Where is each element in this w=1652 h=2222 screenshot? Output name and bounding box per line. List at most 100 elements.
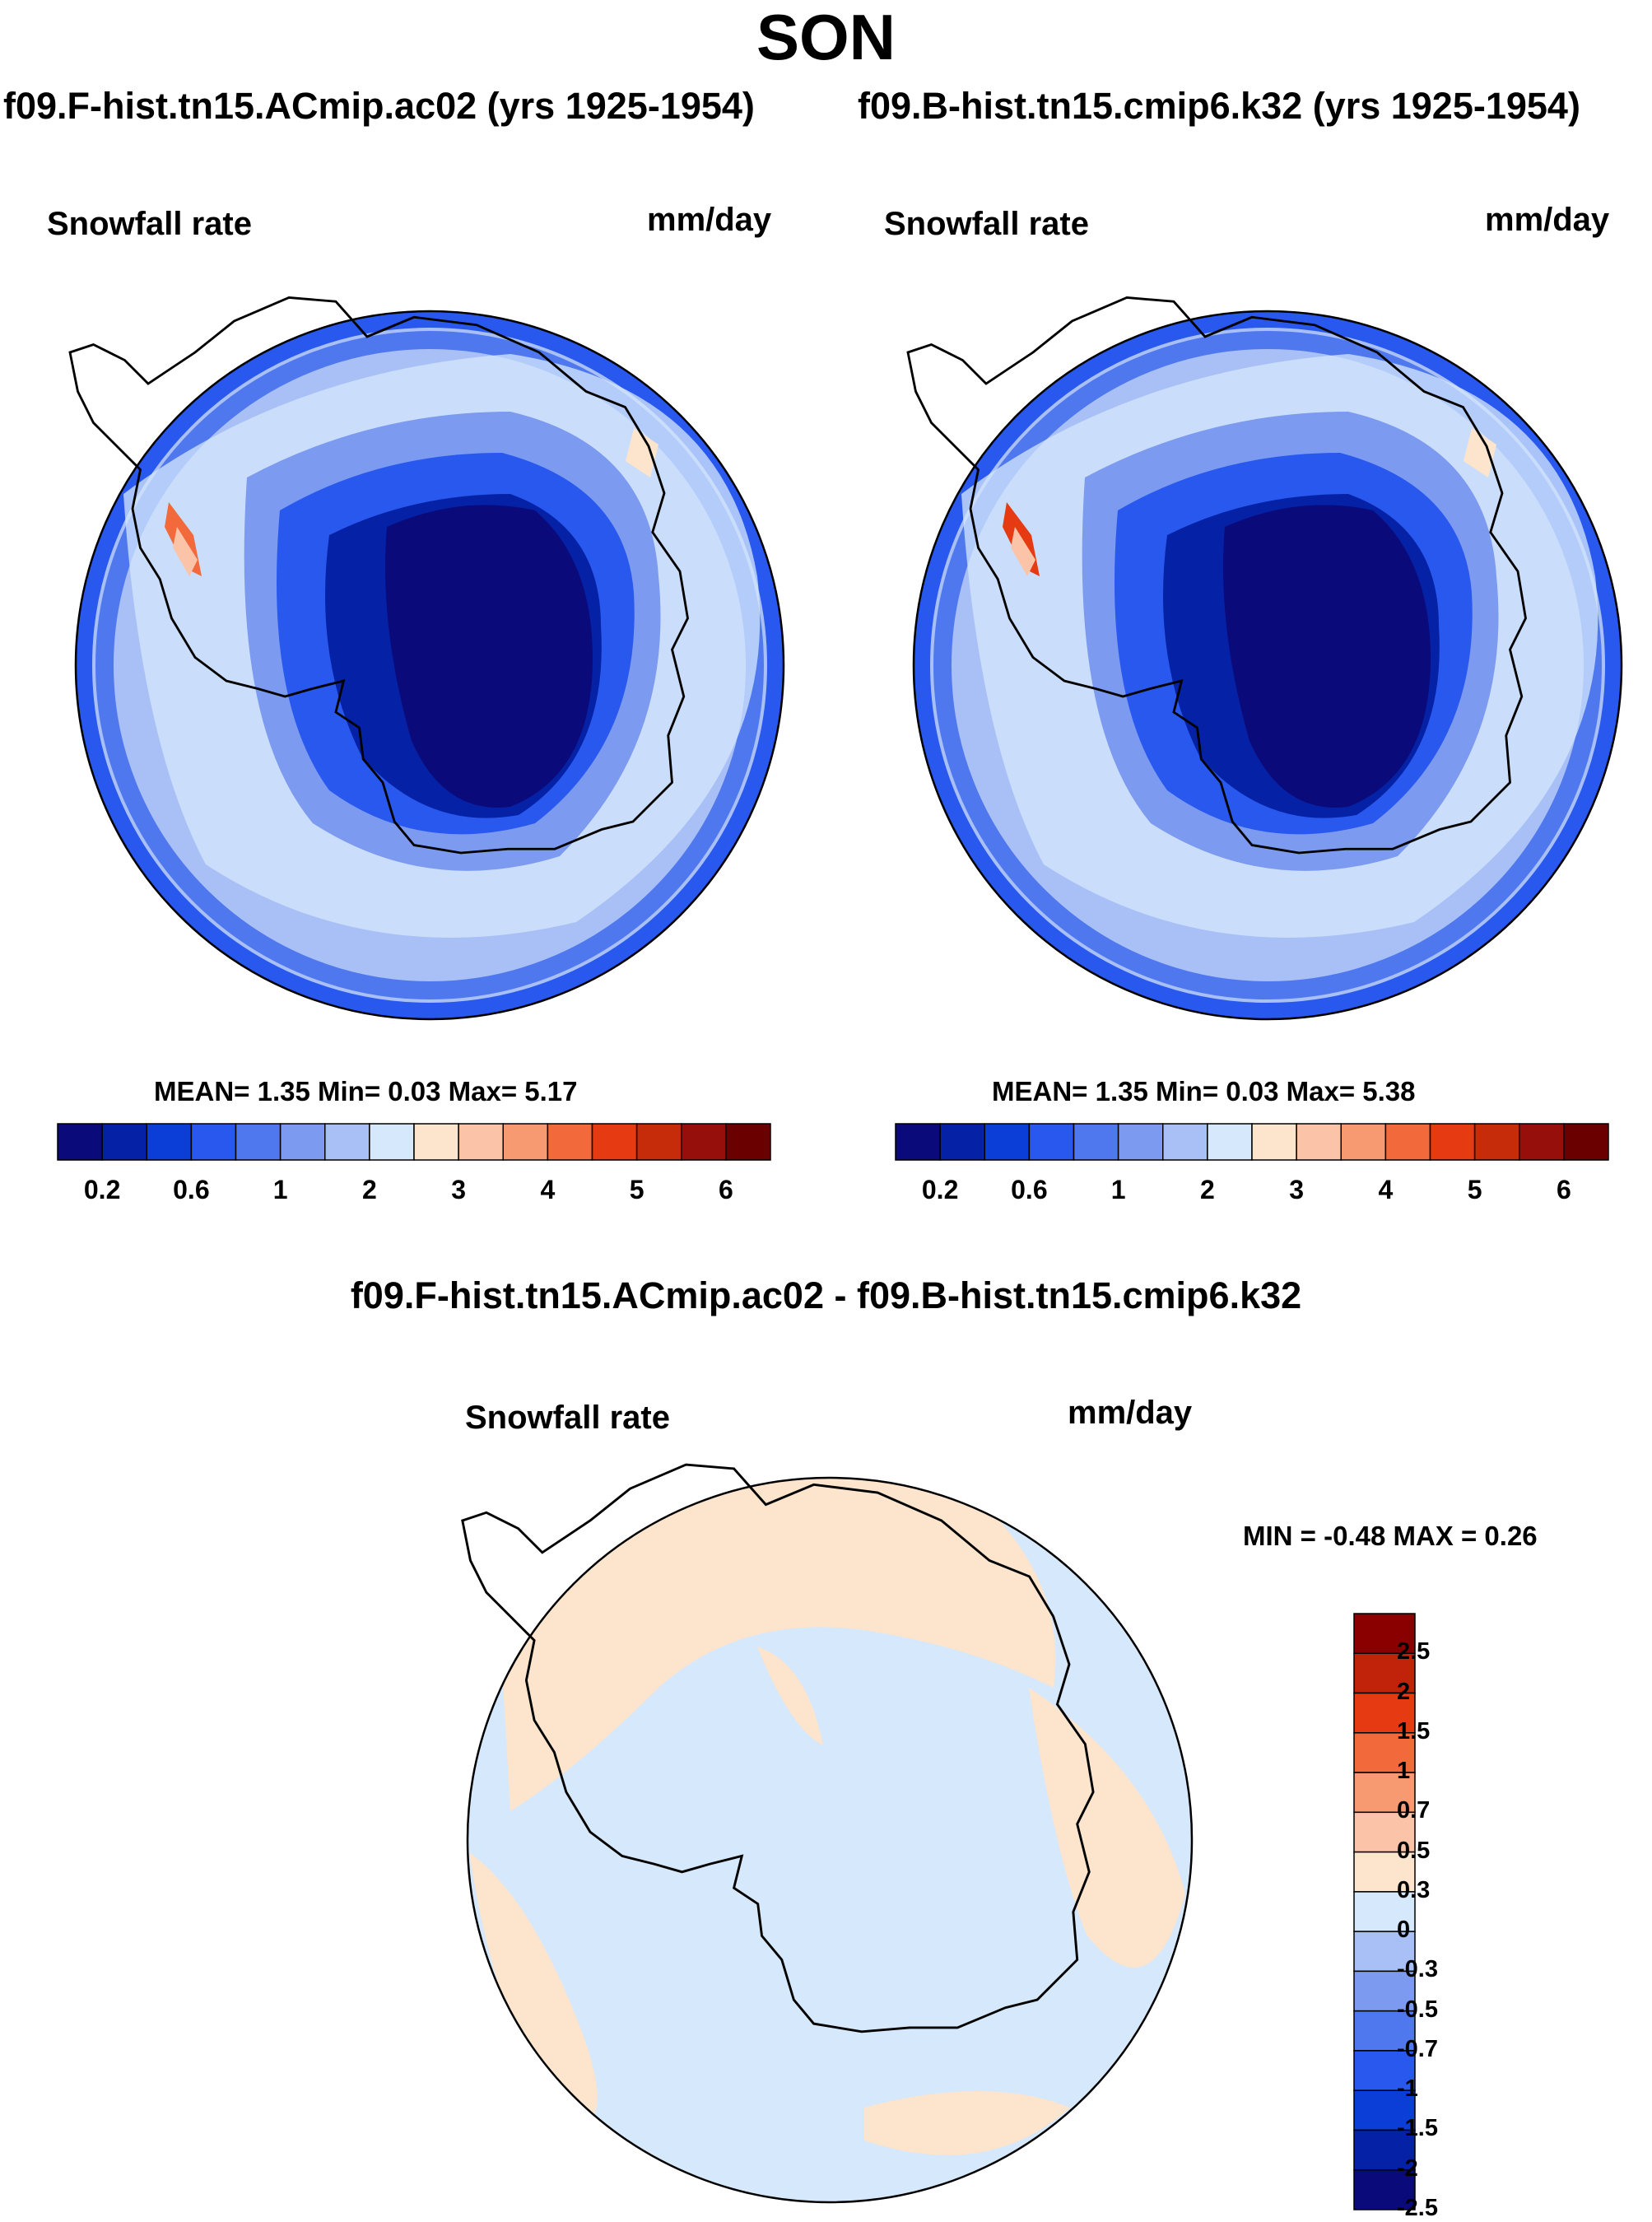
diff-colorbar-tick-label: -1.5 (1397, 2115, 1438, 2142)
diff-colorbar-swatch (1353, 2050, 1416, 2091)
diff-colorbar-tick-label: -0.3 (1397, 1956, 1438, 1983)
colorbar-tick-label: 2 (1199, 1175, 1215, 1204)
diff-colorbar-swatch (1353, 1851, 1416, 1893)
colorbar-swatch (101, 1123, 147, 1161)
colorbar-tick-label: 3 (451, 1175, 467, 1204)
diff-colorbar-swatch (1353, 1613, 1416, 1655)
colorbar-tick-label: 1 (272, 1175, 288, 1204)
diff-colorbar-tick-label: 1 (1397, 1758, 1411, 1785)
diff-colorbar-swatch (1353, 1732, 1416, 1773)
colorbar-tick-label: 6 (718, 1175, 733, 1204)
main-title: SON (756, 1, 896, 73)
right-units-label: mm/day (1485, 202, 1610, 238)
colorbar-swatch (1117, 1123, 1164, 1161)
diff-colorbar-tick-label: -1 (1397, 2075, 1418, 2103)
diff-colorbar-swatch (1353, 2089, 1416, 2131)
colorbar-swatch (57, 1123, 103, 1161)
difference-title: f09.F-hist.tn15.ACmip.ac02 - f09.B-hist.… (350, 1274, 1302, 1316)
colorbar-swatch (1340, 1123, 1387, 1161)
diff-colorbar-swatch (1353, 2010, 1416, 2052)
left-colorbar (57, 1123, 771, 1161)
colorbar-swatch (1384, 1123, 1431, 1161)
colorbar-swatch (1296, 1123, 1342, 1161)
diff-colorbar-tick-label: -0.7 (1397, 2035, 1438, 2062)
colorbar-swatch (235, 1123, 282, 1161)
colorbar-swatch (146, 1123, 193, 1161)
colorbar-swatch (939, 1123, 985, 1161)
difference-polar-map (461, 1463, 1194, 2204)
colorbar-swatch (591, 1123, 638, 1161)
colorbar-swatch (1429, 1123, 1476, 1161)
colorbar-tick-label: 6 (1556, 1175, 1571, 1204)
difference-colorbar (1353, 1613, 1416, 2210)
left-polar-map (68, 296, 785, 1021)
diff-colorbar-swatch (1353, 1970, 1416, 2012)
colorbar-swatch (725, 1123, 771, 1161)
left-variable-label: Snowfall rate (47, 206, 252, 242)
colorbar-swatch (369, 1123, 415, 1161)
diff-colorbar-tick-label: 0.7 (1397, 1797, 1431, 1824)
right-colorbar (895, 1123, 1609, 1161)
colorbar-swatch (324, 1123, 370, 1161)
diff-colorbar-swatch (1353, 1811, 1416, 1853)
colorbar-swatch (1073, 1123, 1119, 1161)
colorbar-tick-label: 1 (1110, 1175, 1126, 1204)
colorbar-tick-label: 0.2 (921, 1175, 959, 1204)
colorbar-swatch (1473, 1123, 1520, 1161)
colorbar-tick-label: 4 (540, 1175, 556, 1204)
diff-colorbar-tick-label: -0.5 (1397, 1996, 1438, 2023)
colorbar-tick-label: 4 (1378, 1175, 1394, 1204)
left-stats: MEAN= 1.35 Min= 0.03 Max= 5.17 (154, 1076, 578, 1106)
colorbar-tick-label: 0.6 (1011, 1175, 1048, 1204)
left-map-border (74, 310, 785, 1021)
colorbar-tick-label: 5 (1467, 1175, 1482, 1204)
colorbar-swatch (1519, 1123, 1565, 1161)
diff-colorbar-tick-label: 0.5 (1397, 1837, 1431, 1864)
right-case-title: f09.B-hist.tn15.cmip6.k32 (yrs 1925-1954… (858, 85, 1580, 127)
diff-colorbar-tick-label: 1.5 (1397, 1717, 1431, 1745)
colorbar-swatch (1207, 1123, 1253, 1161)
colorbar-swatch (458, 1123, 504, 1161)
right-variable-label: Snowfall rate (884, 206, 1089, 242)
diff-colorbar-tick-label: -2.5 (1397, 2195, 1438, 2221)
diff-units-label: mm/day (1068, 1395, 1193, 1431)
difference-map-border (466, 1476, 1194, 2204)
diff-colorbar-swatch (1353, 1931, 1416, 1973)
colorbar-tick-label: 0.2 (83, 1175, 121, 1204)
diff-colorbar-swatch (1353, 2129, 1416, 2171)
colorbar-swatch (895, 1123, 941, 1161)
colorbar-swatch (1162, 1123, 1208, 1161)
diff-colorbar-tick-label: 2.5 (1397, 1638, 1431, 1665)
left-case-title: f09.F-hist.tn15.ACmip.ac02 (yrs 1925-195… (3, 85, 755, 127)
right-polar-map (906, 296, 1623, 1021)
diff-colorbar-swatch (1353, 1772, 1416, 1814)
colorbar-swatch (1028, 1123, 1075, 1161)
diff-colorbar-swatch (1353, 1692, 1416, 1734)
colorbar-swatch (190, 1123, 237, 1161)
colorbar-swatch (279, 1123, 326, 1161)
difference-minmax: MIN = -0.48 MAX = 0.26 (1243, 1521, 1538, 1551)
colorbar-swatch (984, 1123, 1031, 1161)
colorbar-swatch (413, 1123, 459, 1161)
colorbar-tick-label: 0.6 (173, 1175, 210, 1204)
diff-colorbar-tick-label: 0.3 (1397, 1876, 1431, 1903)
right-map-border (912, 310, 1623, 1021)
colorbar-swatch (1563, 1123, 1609, 1161)
colorbar-swatch (635, 1123, 682, 1161)
diff-colorbar-tick-label: 0 (1397, 1917, 1411, 1944)
colorbar-swatch (1251, 1123, 1297, 1161)
colorbar-swatch (502, 1123, 549, 1161)
diff-colorbar-tick-label: -2 (1397, 2154, 1418, 2182)
colorbar-tick-label: 2 (361, 1175, 377, 1204)
diff-colorbar-tick-label: 2 (1397, 1678, 1411, 1705)
colorbar-tick-label: 5 (629, 1175, 645, 1204)
left-units-label: mm/day (647, 202, 772, 238)
diff-variable-label: Snowfall rate (465, 1400, 670, 1436)
right-stats: MEAN= 1.35 Min= 0.03 Max= 5.38 (992, 1076, 1416, 1106)
diff-colorbar-swatch (1353, 2168, 1416, 2210)
colorbar-swatch (547, 1123, 593, 1161)
diff-colorbar-swatch (1353, 1891, 1416, 1932)
colorbar-swatch (681, 1123, 727, 1161)
diff-colorbar-swatch (1353, 1652, 1416, 1694)
